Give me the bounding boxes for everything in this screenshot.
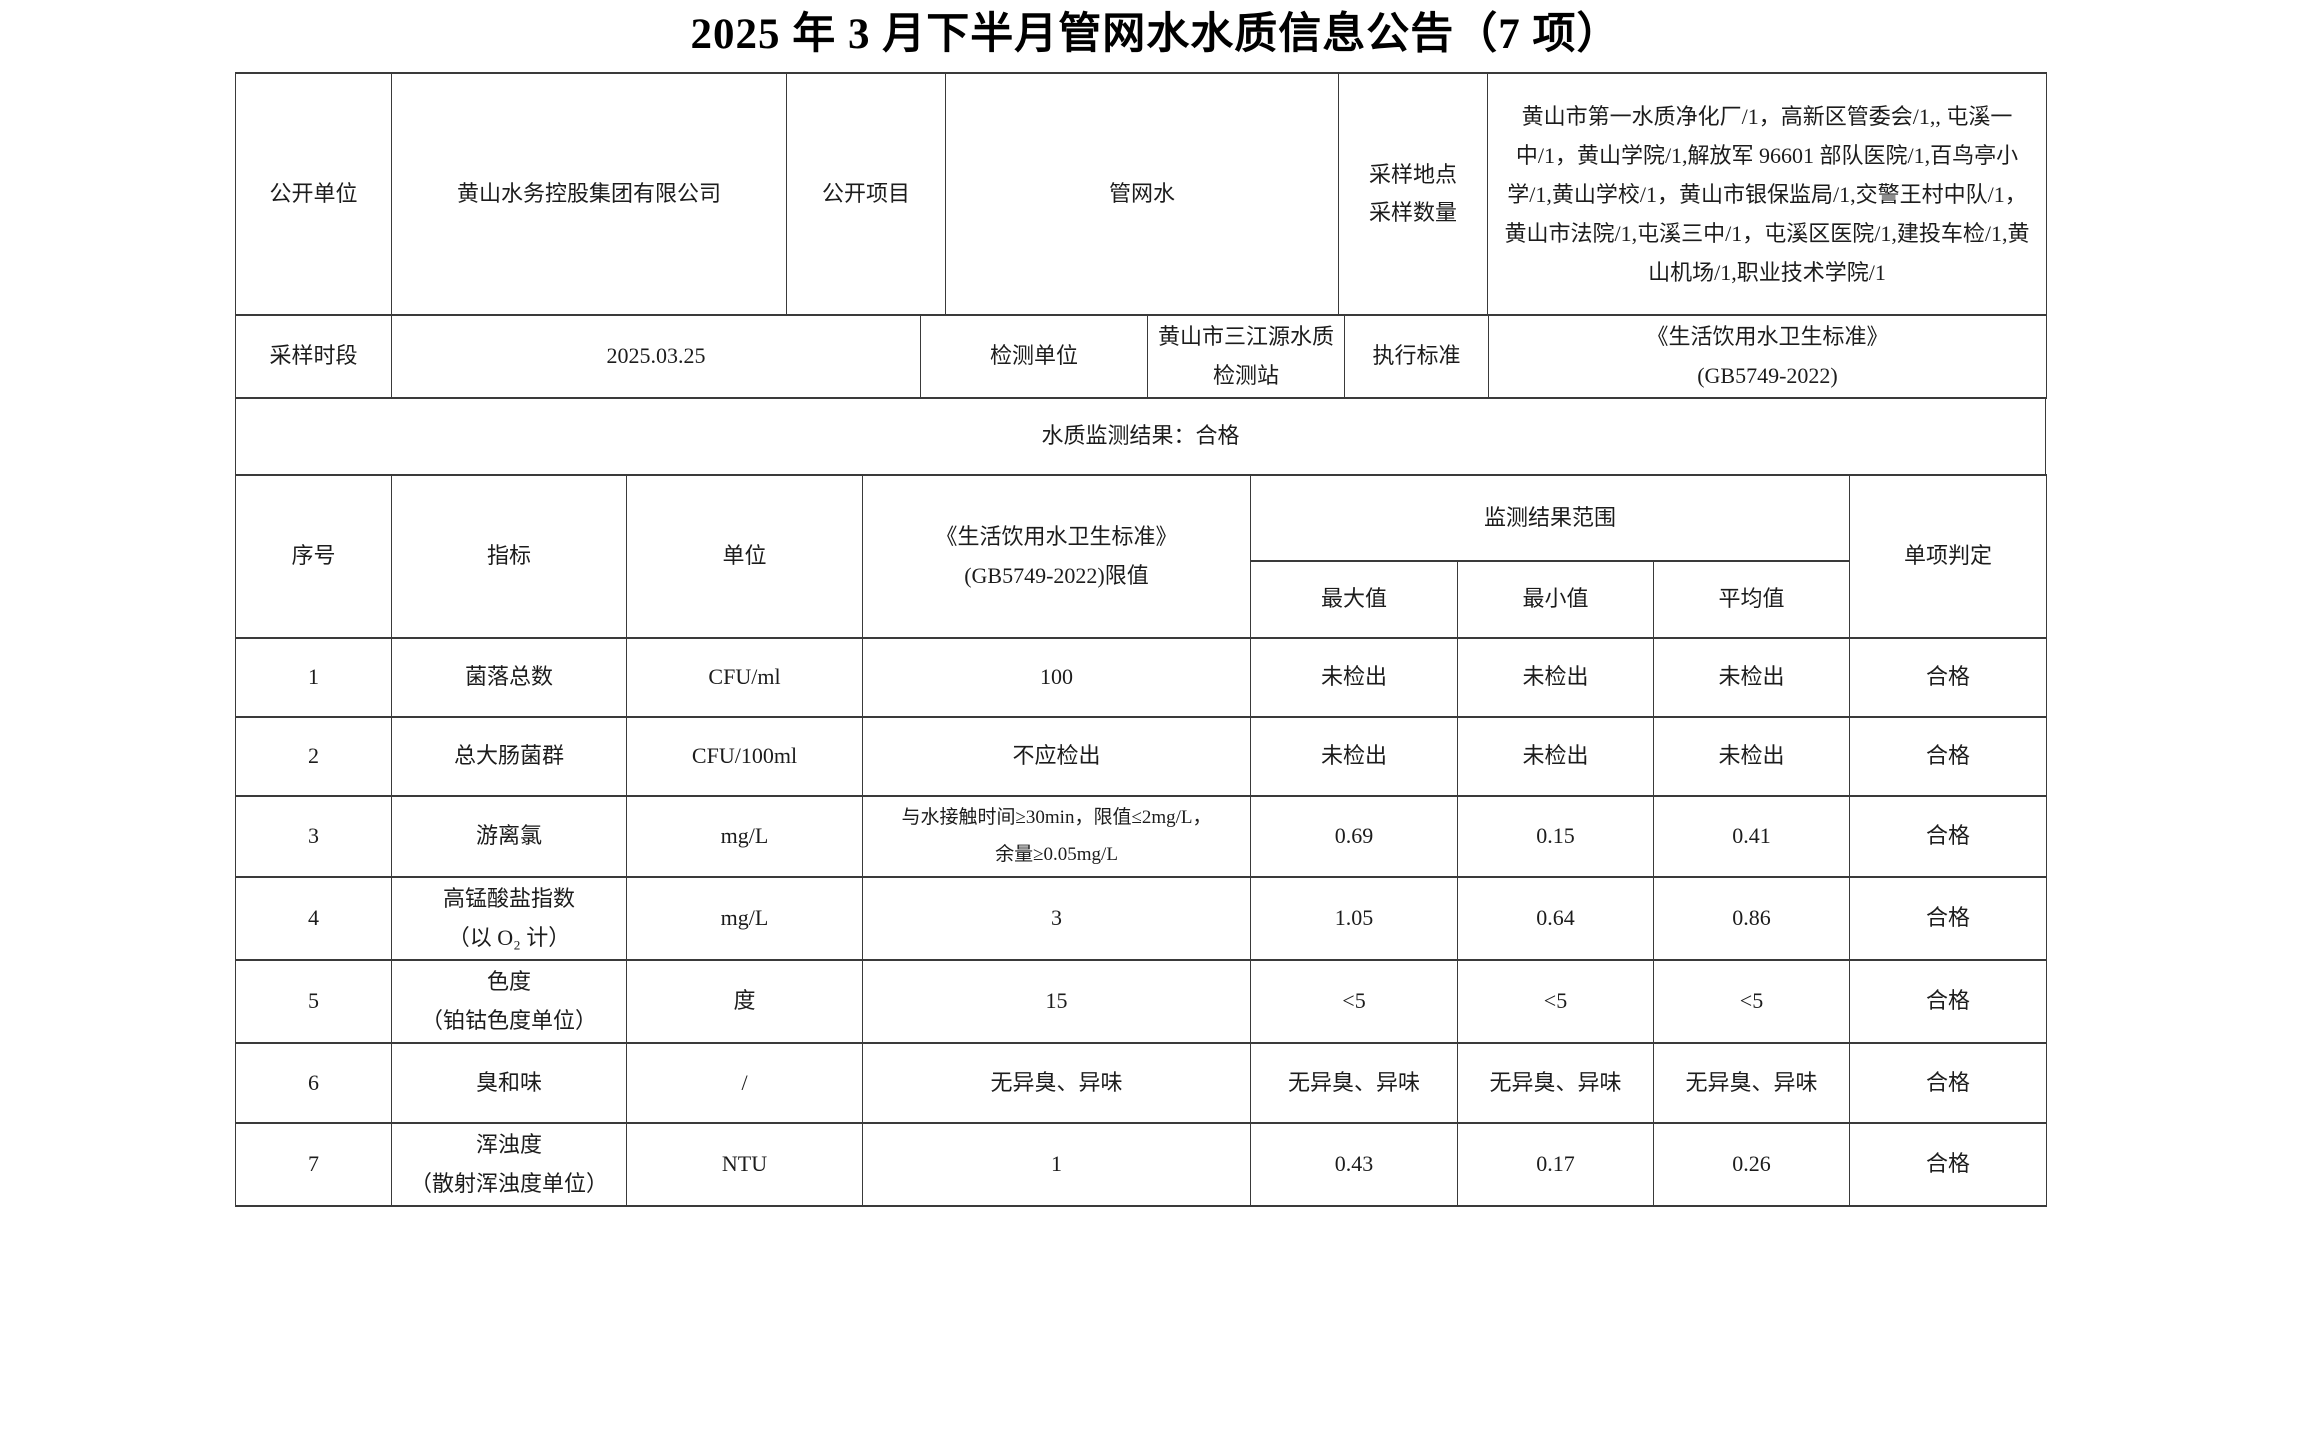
cell-min: 0.17 — [1457, 1122, 1654, 1207]
cell-no: 7 — [235, 1122, 392, 1207]
label-sampling-period: 采样时段 — [235, 314, 392, 399]
col-header-judgement: 单项判定 — [1849, 474, 2048, 639]
label-sampling-location-count: 采样地点 采样数量 — [1338, 72, 1488, 316]
cell-avg: 未检出 — [1652, 637, 1851, 718]
table-row: 4 高锰酸盐指数 （以 O₂ 计） mg/L 3 1.05 0.64 0.86 … — [235, 876, 2048, 961]
cell-limit: 与水接触时间≥30min，限值≤2mg/L， 余量≥0.05mg/L — [862, 795, 1251, 878]
table-row: 6 臭和味 / 无异臭、异味 无异臭、异味 无异臭、异味 无异臭、异味 合格 — [235, 1042, 2048, 1124]
cell-avg: 0.26 — [1652, 1122, 1851, 1207]
cell-unit: / — [626, 1042, 863, 1124]
cell-unit: mg/L — [626, 876, 863, 961]
col-header-indicator: 指标 — [391, 474, 627, 639]
announcement-document: 公开单位 黄山水务控股集团有限公司 公开项目 管网水 采样地点 采样数量 黄山市… — [235, 72, 2048, 1207]
col-header-unit: 单位 — [626, 474, 863, 639]
info-row-1: 公开单位 黄山水务控股集团有限公司 公开项目 管网水 采样地点 采样数量 黄山市… — [235, 72, 2047, 316]
cell-avg: 无异臭、异味 — [1652, 1042, 1851, 1124]
cell-unit: mg/L — [626, 795, 863, 878]
result-row: 水质监测结果：合格 — [235, 397, 2046, 476]
cell-avg: 0.41 — [1652, 795, 1851, 878]
cell-max: 无异臭、异味 — [1250, 1042, 1458, 1124]
cell-indicator: 游离氯 — [391, 795, 627, 878]
cell-limit: 无异臭、异味 — [862, 1042, 1251, 1124]
indicator-table: 序号 指标 单位 《生活饮用水卫生标准》 (GB5749-2022)限值 监测结… — [235, 474, 2048, 1207]
cell-no: 3 — [235, 795, 392, 878]
cell-avg: 未检出 — [1652, 716, 1851, 797]
label-public-unit: 公开单位 — [235, 72, 392, 316]
info-row-2: 采样时段 2025.03.25 检测单位 黄山市三江源水质检测站 执行标准 《生… — [235, 314, 2047, 399]
cell-min: 0.15 — [1457, 795, 1654, 878]
cell-max: <5 — [1250, 959, 1458, 1044]
cell-max: 未检出 — [1250, 637, 1458, 718]
cell-no: 4 — [235, 876, 392, 961]
cell-judgement: 合格 — [1849, 795, 2048, 878]
cell-avg: 0.86 — [1652, 876, 1851, 961]
cell-max: 0.69 — [1250, 795, 1458, 878]
value-public-unit: 黄山水务控股集团有限公司 — [391, 72, 787, 316]
col-header-avg: 平均值 — [1652, 560, 1851, 639]
cell-limit: 100 — [862, 637, 1251, 718]
cell-min: 无异臭、异味 — [1457, 1042, 1654, 1124]
label-public-project: 公开项目 — [786, 72, 946, 316]
result-banner: 水质监测结果：合格 — [235, 397, 2046, 476]
cell-min: 未检出 — [1457, 716, 1654, 797]
cell-no: 6 — [235, 1042, 392, 1124]
cell-judgement: 合格 — [1849, 1122, 2048, 1207]
cell-judgement: 合格 — [1849, 959, 2048, 1044]
col-header-limit: 《生活饮用水卫生标准》 (GB5749-2022)限值 — [862, 474, 1251, 639]
cell-judgement: 合格 — [1849, 1042, 2048, 1124]
cell-limit: 3 — [862, 876, 1251, 961]
col-header-max: 最大值 — [1250, 560, 1458, 639]
col-header-min: 最小值 — [1457, 560, 1654, 639]
cell-min: 未检出 — [1457, 637, 1654, 718]
cell-unit: CFU/ml — [626, 637, 863, 718]
cell-indicator: 臭和味 — [391, 1042, 627, 1124]
cell-avg: <5 — [1652, 959, 1851, 1044]
table-row: 2 总大肠菌群 CFU/100ml 不应检出 未检出 未检出 未检出 合格 — [235, 716, 2048, 797]
cell-no: 5 — [235, 959, 392, 1044]
cell-min: <5 — [1457, 959, 1654, 1044]
label-standard: 执行标准 — [1344, 314, 1489, 399]
cell-limit: 不应检出 — [862, 716, 1251, 797]
table-row: 5 色度 （铂钴色度单位） 度 15 <5 <5 <5 合格 — [235, 959, 2048, 1044]
value-sampling-period: 2025.03.25 — [391, 314, 921, 399]
cell-unit: 度 — [626, 959, 863, 1044]
cell-no: 2 — [235, 716, 392, 797]
cell-max: 0.43 — [1250, 1122, 1458, 1207]
cell-judgement: 合格 — [1849, 716, 2048, 797]
cell-min: 0.64 — [1457, 876, 1654, 961]
cell-indicator: 总大肠菌群 — [391, 716, 627, 797]
cell-limit: 15 — [862, 959, 1251, 1044]
cell-unit: NTU — [626, 1122, 863, 1207]
table-row: 7 浑浊度 （散射浑浊度单位） NTU 1 0.43 0.17 0.26 合格 — [235, 1122, 2048, 1207]
cell-indicator: 色度 （铂钴色度单位） — [391, 959, 627, 1044]
value-public-project: 管网水 — [945, 72, 1339, 316]
cell-judgement: 合格 — [1849, 876, 2048, 961]
cell-no: 1 — [235, 637, 392, 718]
table-row: 3 游离氯 mg/L 与水接触时间≥30min，限值≤2mg/L， 余量≥0.0… — [235, 795, 2048, 878]
cell-max: 未检出 — [1250, 716, 1458, 797]
cell-indicator: 菌落总数 — [391, 637, 627, 718]
document-title: 2025 年 3 月下半月管网水水质信息公告（7 项） — [690, 11, 1621, 58]
value-sampling-locations: 黄山市第一水质净化厂/1，高新区管委会/1,, 屯溪一中/1，黄山学院/1,解放… — [1487, 72, 2047, 316]
value-standard: 《生活饮用水卫生标准》 (GB5749-2022) — [1488, 314, 2047, 399]
label-testing-unit: 检测单位 — [920, 314, 1148, 399]
cell-limit: 1 — [862, 1122, 1251, 1207]
table-row: 1 菌落总数 CFU/ml 100 未检出 未检出 未检出 合格 — [235, 637, 2048, 718]
cell-indicator: 浑浊度 （散射浑浊度单位） — [391, 1122, 627, 1207]
cell-indicator: 高锰酸盐指数 （以 O₂ 计） — [391, 876, 627, 961]
cell-max: 1.05 — [1250, 876, 1458, 961]
cell-judgement: 合格 — [1849, 637, 2048, 718]
col-header-range: 监测结果范围 — [1249, 474, 1851, 562]
cell-unit: CFU/100ml — [626, 716, 863, 797]
value-testing-unit: 黄山市三江源水质检测站 — [1147, 314, 1345, 399]
col-header-no: 序号 — [235, 474, 392, 639]
